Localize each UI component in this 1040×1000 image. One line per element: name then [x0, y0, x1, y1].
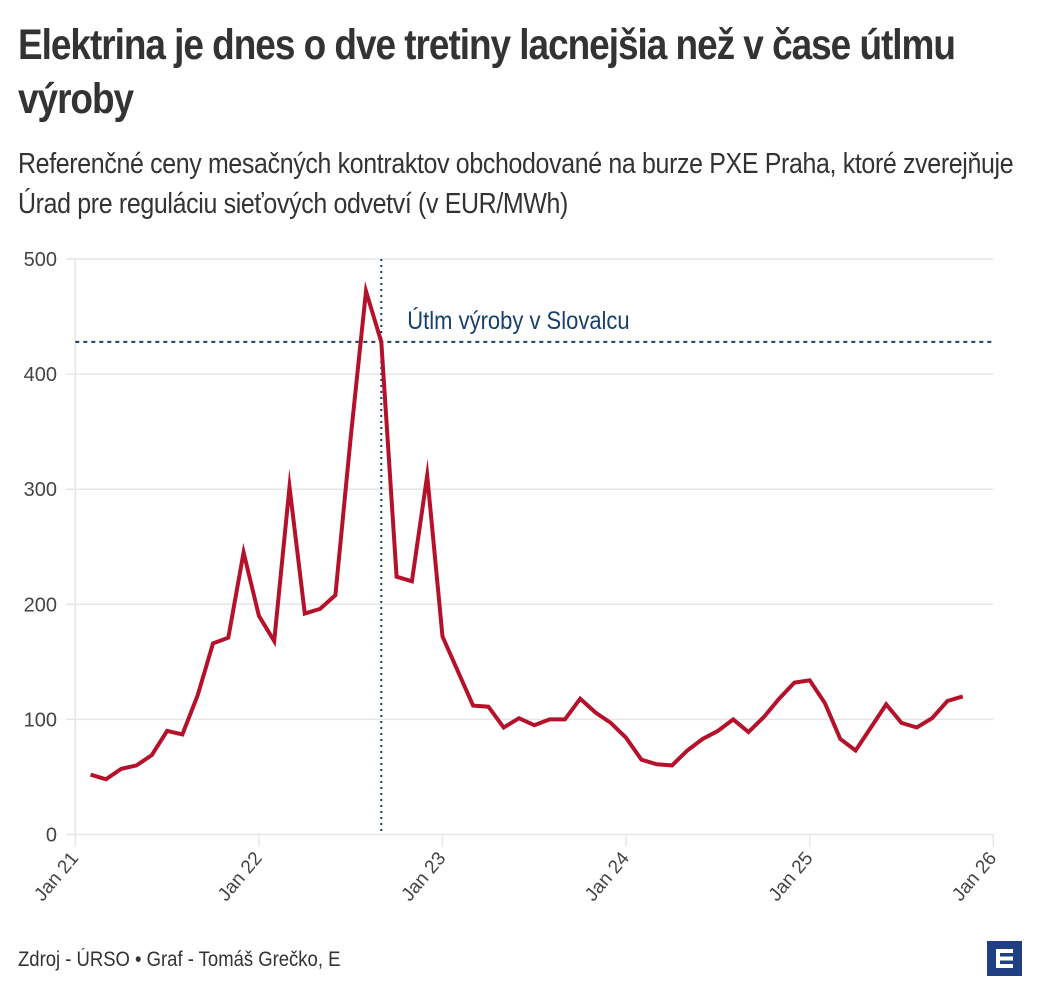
y-tick-label: 0	[46, 825, 57, 847]
x-tick-label: Jan 25	[765, 848, 818, 905]
x-tick-label: Jan 21	[30, 848, 83, 905]
annotations: Útlm výroby v Slovalcu	[75, 259, 994, 835]
y-tick-label: 200	[24, 594, 57, 616]
e-logo-icon	[987, 941, 1022, 976]
source-credit: Zdroj - ÚRSO • Graf - Tomáš Grečko, E	[18, 948, 341, 971]
x-tick-label: Jan 24	[581, 848, 634, 906]
y-tick-label: 400	[24, 364, 57, 386]
y-tick-label: 300	[24, 479, 57, 501]
y-axis: 0 100 200 300 400 500	[24, 249, 57, 847]
x-tick-label: Jan 26	[948, 848, 1001, 905]
series-layer	[90, 281, 964, 782]
series-line	[90, 281, 964, 782]
x-axis: Jan 21 Jan 22 Jan 23 Jan 24 Jan 25 Jan 26	[30, 834, 1001, 906]
x-tick-label: Jan 23	[398, 848, 451, 905]
y-tick-label: 100	[24, 709, 57, 731]
gridlines	[66, 258, 994, 836]
chart-subtitle: Referenčné ceny mesačných kontraktov obc…	[18, 148, 1014, 220]
y-tick-label: 500	[24, 249, 57, 271]
x-tick-label: Jan 22	[214, 848, 267, 905]
annotation-label: Útlm výroby v Slovalcu	[407, 307, 629, 335]
chart-title: Elektrina je dnes o dve tretiny lacnejši…	[18, 21, 956, 123]
